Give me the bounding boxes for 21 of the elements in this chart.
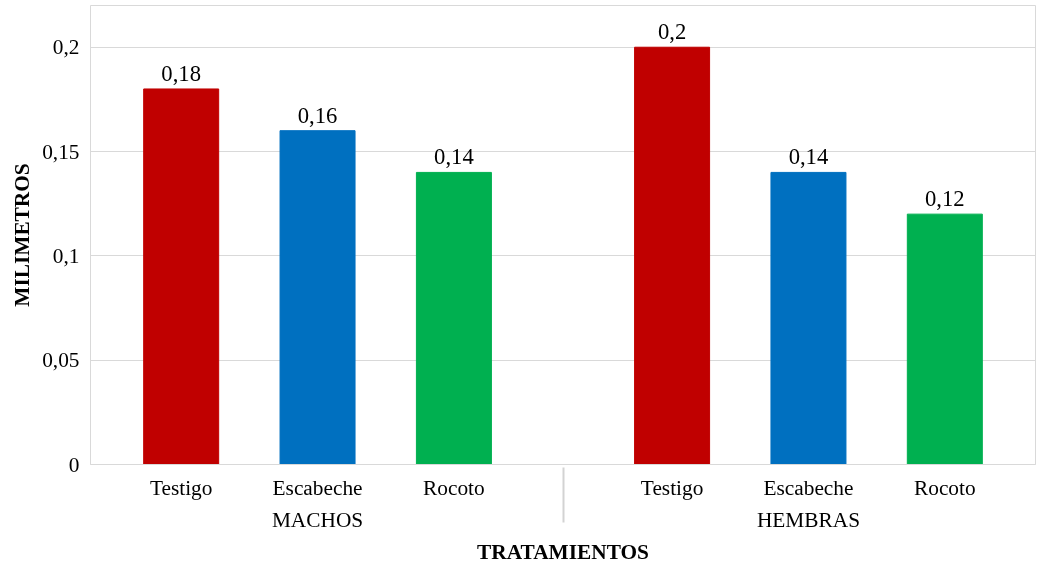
y-tick-label: 0,05: [42, 348, 80, 373]
data-label: 0,16: [297, 102, 338, 128]
y-tick-label: 0,2: [52, 35, 80, 60]
x-tick-label: Rocoto: [914, 475, 976, 500]
y-axis-title: MILIMETROS: [10, 163, 35, 307]
text: MACHOS: [271, 507, 364, 532]
x-tick-label: Testigo: [640, 475, 704, 500]
data-label: 0,14: [434, 144, 474, 170]
y-tick-label: 0,15: [42, 139, 80, 164]
x-tick-label: Testigo: [149, 475, 213, 500]
x-tick-label: Escabeche: [272, 475, 363, 500]
y-tick-label: 0,1: [52, 243, 80, 268]
data-label: 0,18: [161, 60, 202, 86]
data-label: 0,2: [657, 19, 687, 45]
data-label: 0,12: [924, 186, 965, 212]
x-tick-label: Rocoto: [423, 475, 485, 500]
y-tick-label: 0: [68, 452, 80, 477]
text: HEMBRAS: [756, 507, 861, 532]
x-tick-label: Escabeche: [763, 475, 854, 500]
x-axis-title: TRATAMIENTOS: [477, 539, 649, 564]
data-label: 0,14: [788, 144, 829, 170]
